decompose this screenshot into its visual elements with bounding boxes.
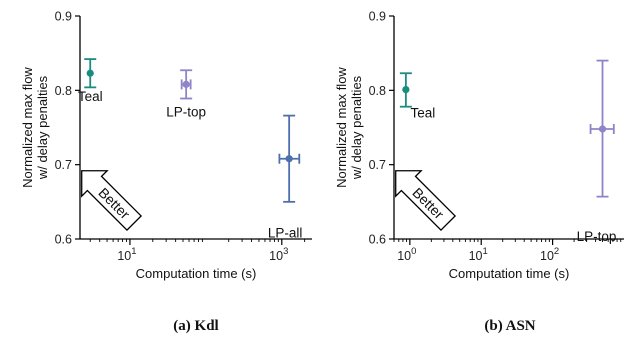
point-marker — [285, 155, 293, 163]
point-marker — [86, 69, 94, 77]
panel-caption: (b) ASN — [484, 318, 535, 334]
data-point-teal: Teal — [399, 72, 435, 121]
chart-panel-1: 0.6 0.7 0.8 0.9 100 101 102 Computation time (s… — [334, 10, 624, 334]
point-label: Teal — [78, 89, 103, 104]
x-tick-label: 103 — [269, 246, 288, 263]
point-marker — [402, 85, 410, 94]
better-arrow-shape — [395, 170, 457, 232]
chart-panel-0: 0.6 0.7 0.8 0.9 101 103 Computation time (s) No… — [20, 10, 312, 334]
y-tick-label: 0.9 — [55, 10, 72, 24]
point-marker — [182, 80, 190, 88]
point-marker — [598, 125, 607, 133]
y-tick-label: 0.6 — [55, 233, 72, 247]
point-label: LP-top — [166, 104, 206, 119]
y-tick-label: 0.8 — [369, 84, 386, 98]
y-tick-label: 0.7 — [369, 158, 386, 172]
y-axis-label: w/ delay penalties — [349, 75, 364, 180]
point-label: Teal — [410, 106, 435, 121]
y-tick-label: 0.6 — [369, 233, 386, 247]
y-tick-label: 0.9 — [369, 10, 386, 24]
x-tick-label: 102 — [540, 246, 559, 263]
data-point-teal: Teal — [78, 58, 103, 104]
point-label: LP-top — [577, 229, 617, 244]
x-axis-label: Computation time (s) — [449, 266, 570, 281]
x-tick-label: 101 — [117, 246, 136, 263]
data-point-lp-all: LP-all — [268, 114, 303, 241]
better-arrow: Better — [395, 170, 457, 232]
better-arrow-shape — [81, 170, 143, 232]
y-tick-label: 0.7 — [55, 158, 72, 172]
x-tick-label: 100 — [397, 246, 416, 263]
y-axis-label: Normalized max flow — [334, 67, 349, 188]
y-axis-label: w/ delay penalties — [35, 75, 50, 180]
point-label: LP-all — [268, 226, 303, 241]
better-arrow: Better — [81, 170, 143, 232]
y-axis-label: Normalized max flow — [20, 67, 35, 188]
y-tick-label: 0.8 — [55, 84, 72, 98]
x-axis-label: Computation time (s) — [136, 266, 257, 281]
x-tick-label: 101 — [469, 246, 488, 263]
data-point-lp-top: LP-top — [577, 59, 617, 244]
panel-caption: (a) Kdl — [173, 318, 218, 334]
data-point-lp-top: LP-top — [166, 69, 206, 119]
